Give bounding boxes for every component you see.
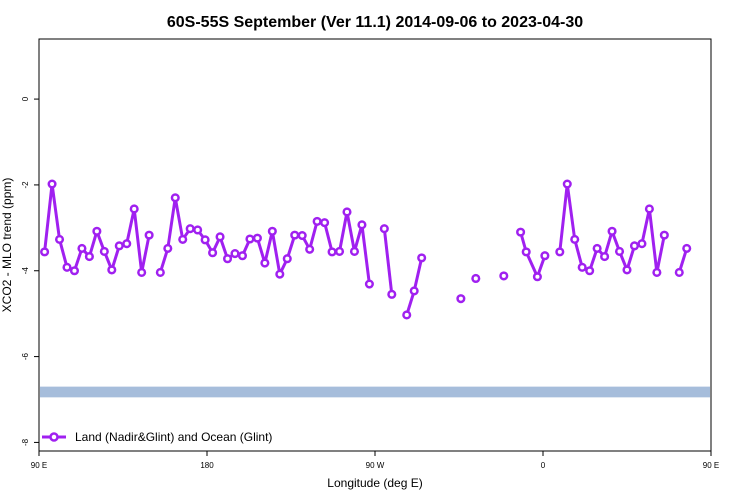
y-axis: 0 -2 -4 -6 -8 [21,96,39,446]
data-point [222,254,233,264]
data-point [577,262,587,272]
x-tick-label: 180 [200,461,214,470]
data-point [600,252,610,262]
data-point [144,230,154,240]
data-point [297,231,307,241]
data-point [349,246,360,256]
data-point [607,226,617,236]
data-point [193,225,203,235]
data-point [129,204,139,214]
data-point [521,247,531,257]
data-point [682,243,692,253]
y-tick-label: -2 [21,181,30,189]
data-point [230,249,240,259]
data-point [155,267,165,278]
data-point [570,234,580,244]
data-point [622,265,632,275]
x-tick-label: 90 W [366,461,385,470]
data-point [137,267,147,278]
y-tick-label: -6 [21,352,30,360]
data-point [516,227,526,237]
data-point [185,224,195,234]
x-tick-label: 90 E [703,461,719,470]
data-point [99,246,109,256]
data-point [260,258,270,268]
chart-title: 60S-55S September (Ver 11.1) 2014-09-06 … [167,14,583,31]
data-point [170,193,180,203]
series-line [382,228,394,295]
series-line [519,231,547,279]
data-point [614,246,625,256]
data-point [456,294,466,304]
data-point [252,233,262,243]
y-axis-label: XCO2 - MLO trend (ppm) [0,178,14,313]
data-point [499,271,509,281]
reference-band [40,386,710,398]
data-point [77,243,87,253]
y-tick-label: -8 [21,438,30,446]
series-layer [40,179,692,320]
data-point [327,247,337,257]
data-point [122,239,132,249]
data-point [107,265,117,275]
data-point [357,220,367,230]
data-point [320,218,330,228]
data-point [652,267,662,278]
data-point [379,224,389,234]
y-tick-label: 0 [21,96,30,101]
x-tick-label: 90 E [31,461,47,470]
data-point [290,230,300,240]
data-point [592,243,602,253]
x-tick-label: 0 [541,461,546,470]
data-point [305,244,315,254]
data-point [540,251,550,261]
data-point [629,241,640,251]
data-point [387,289,397,299]
data-point [674,267,684,278]
data-point [215,232,225,242]
data-point [659,230,669,240]
data-point [364,279,374,289]
data-point [644,204,654,214]
data-point [409,286,419,296]
data-point [275,269,285,279]
data-point [471,273,481,284]
legend-marker-swatch [49,432,59,442]
data-point [178,234,188,244]
y-tick-label: -4 [21,267,30,275]
data-point [62,262,72,272]
data-point [40,247,50,257]
series-line [158,196,371,285]
legend: Land (Nadir&Glint) and Ocean (Glint) [42,430,272,444]
data-point [47,179,57,189]
data-point [200,235,210,245]
data-point [334,246,345,256]
data-point [69,266,80,276]
data-point [114,241,124,251]
data-point [54,234,65,244]
data-point [267,226,277,236]
data-point [282,254,292,264]
data-point [208,248,218,258]
data-point [402,310,412,320]
data-point [562,179,572,189]
data-point [92,226,102,236]
x-axis-label: Longitude (deg E) [327,476,422,490]
data-point [163,243,173,253]
data-point [555,247,565,257]
data-point [342,207,352,217]
data-point [245,234,255,244]
data-point [585,266,595,276]
data-point [532,272,542,282]
data-point [84,252,94,262]
data-point [417,253,427,263]
legend-label: Land (Nadir&Glint) and Ocean (Glint) [75,430,272,444]
data-point [237,251,248,261]
data-point [312,216,322,226]
data-point [637,239,647,249]
reference-band-rect [40,386,710,398]
